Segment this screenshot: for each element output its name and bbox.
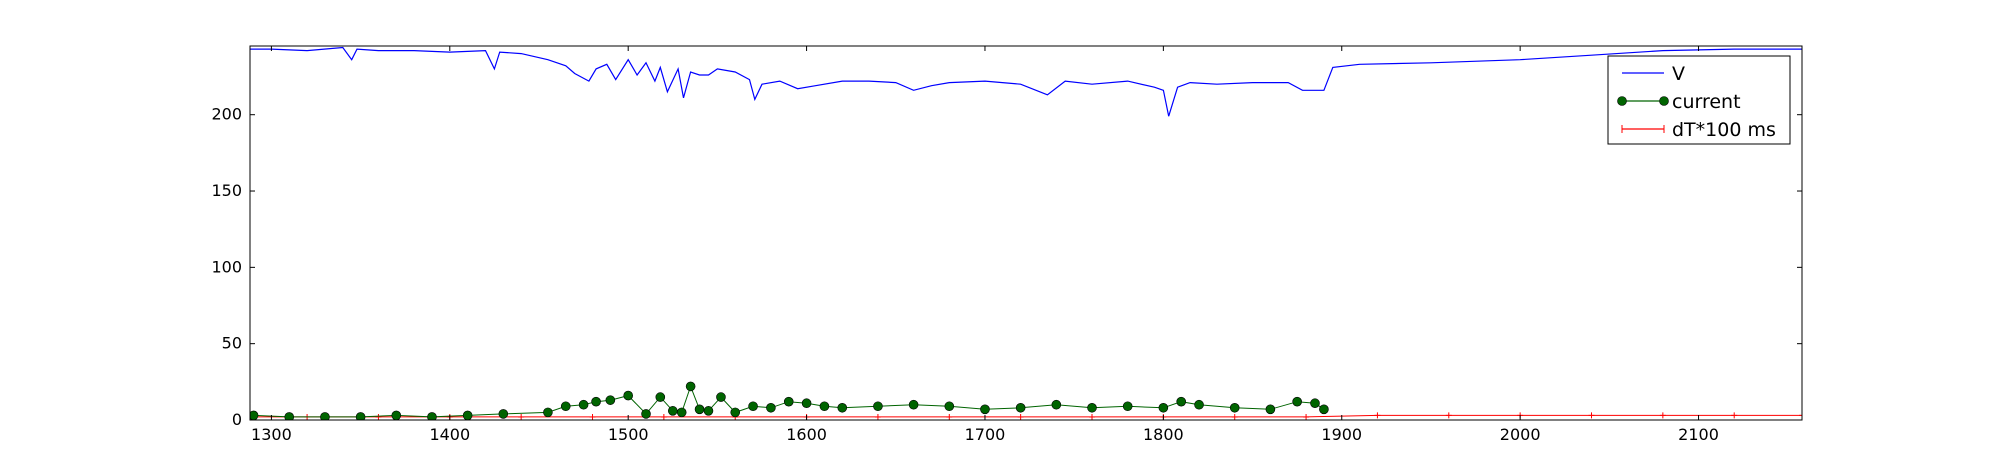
data-point: [748, 401, 758, 412]
data-point: [578, 399, 589, 410]
y-tick-label: 50: [222, 334, 242, 353]
data-point: [605, 395, 616, 405]
y-tick-label: 150: [211, 181, 242, 200]
series-line: [250, 414, 1802, 418]
data-point: [589, 413, 596, 420]
data-point: [1374, 412, 1381, 419]
data-point: [1445, 412, 1452, 419]
y-tick-label: 0: [232, 410, 242, 429]
series-v: [250, 46, 1802, 117]
data-point: [641, 409, 651, 419]
series-layer: [250, 46, 1802, 420]
data-point: [694, 404, 705, 415]
legend-item: V: [1622, 63, 1685, 85]
legend-marker: [1659, 96, 1669, 106]
data-point: [623, 390, 633, 401]
data-point: [667, 406, 678, 416]
legend-label: V: [1672, 63, 1685, 85]
data-point: [1176, 396, 1186, 407]
legend-label: dT*100 ms: [1672, 119, 1776, 141]
data-point: [591, 396, 601, 407]
data-point: [980, 404, 990, 415]
data-point: [375, 413, 382, 420]
data-point: [703, 406, 714, 416]
data-point: [837, 402, 848, 413]
data-point: [1319, 404, 1329, 415]
data-point: [1231, 413, 1238, 420]
data-point: [498, 409, 509, 419]
axis-layer: 1300 1400 1500 1600 1700 1800 1900 2000 2100 0 50 1…: [211, 46, 1802, 444]
data-point: [1659, 412, 1666, 419]
data-point: [783, 396, 794, 407]
data-point: [1194, 399, 1204, 410]
data-point: [655, 392, 666, 402]
data-point: [1122, 401, 1133, 412]
legend-marker: [1621, 125, 1665, 133]
data-point: [685, 381, 696, 392]
x-tick-label: 1700: [965, 425, 1006, 444]
data-point: [874, 413, 881, 420]
data-point: [819, 401, 830, 412]
data-point: [560, 401, 571, 412]
data-point: [543, 407, 553, 418]
data-point: [766, 402, 776, 413]
plot-frame: [249, 45, 1803, 421]
data-point: [1731, 412, 1738, 419]
x-tick-label: 1500: [608, 425, 649, 444]
data-point: [284, 412, 295, 420]
legend-marker: [1617, 96, 1627, 106]
y-tick-label: 100: [211, 257, 242, 276]
data-point: [660, 413, 667, 420]
data-point: [1303, 413, 1310, 420]
data-point: [1799, 412, 1802, 419]
legend-label: current: [1672, 91, 1741, 113]
data-point: [1310, 398, 1320, 409]
x-tick-label: 1800: [1143, 425, 1184, 444]
data-point: [1292, 396, 1302, 407]
series-line: [250, 46, 1802, 117]
data-point: [320, 412, 330, 420]
series-current: [250, 381, 1329, 420]
data-point: [946, 413, 953, 420]
legend-item: dT*100 ms: [1621, 119, 1776, 141]
data-point: [1017, 413, 1024, 420]
series-dt-100-ms: [250, 412, 1802, 420]
data-point: [355, 412, 366, 420]
data-point: [1051, 399, 1062, 410]
data-point: [427, 412, 437, 420]
data-point: [462, 410, 473, 420]
x-tick-label: 1900: [1321, 425, 1362, 444]
data-point: [1158, 402, 1169, 413]
data-point: [518, 413, 525, 420]
data-point: [1229, 402, 1240, 413]
data-point: [1588, 412, 1595, 419]
data-point: [801, 398, 812, 409]
data-point: [1265, 404, 1276, 415]
legend-item: current: [1617, 91, 1741, 113]
data-point: [676, 407, 687, 418]
data-point: [1089, 413, 1095, 420]
x-tick-label: 1400: [429, 425, 470, 444]
y-tick-label: 200: [211, 105, 242, 124]
x-tick-label: 2000: [1500, 425, 1541, 444]
data-point: [1087, 402, 1097, 413]
data-point: [873, 401, 883, 412]
data-point: [908, 399, 919, 410]
x-tick-label: 2100: [1678, 425, 1719, 444]
data-point: [716, 392, 726, 402]
x-tick-label: 1600: [786, 425, 827, 444]
data-point: [1015, 402, 1026, 413]
data-point: [944, 401, 955, 412]
data-point: [391, 410, 402, 420]
x-tick-label: 1300: [251, 425, 292, 444]
data-point: [730, 407, 741, 418]
